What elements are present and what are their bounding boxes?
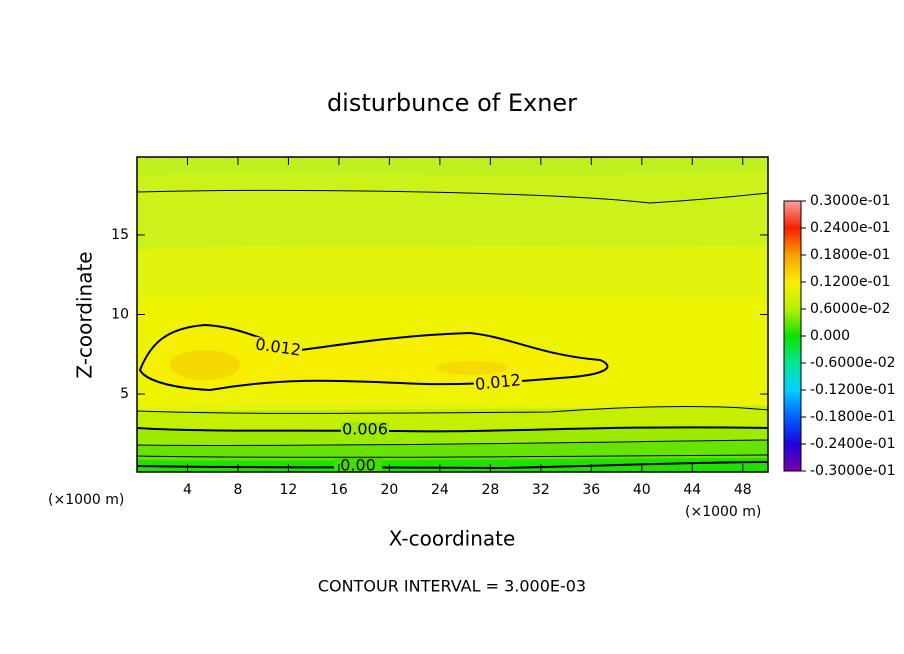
colorbar-label: 0.3000e-01 — [810, 193, 890, 209]
colorbar-label: 0.1800e-01 — [810, 247, 890, 263]
contour-line — [137, 461, 768, 470]
colorbar-label: -0.1200e-01 — [810, 382, 896, 398]
colorbar-label: -0.2400e-01 — [810, 436, 896, 452]
colorbar — [783, 200, 802, 472]
colorbar-label: 0.2400e-01 — [810, 220, 890, 236]
x-tick-label: 28 — [481, 482, 499, 498]
contour-label: 0.006 — [342, 420, 388, 439]
colorbar-label: -0.3000e-01 — [810, 463, 896, 479]
y-axis-label: Z-coordinate — [73, 251, 97, 378]
field — [137, 157, 768, 472]
contour-label-bg — [341, 422, 389, 438]
x-tick-label: 4 — [183, 482, 192, 498]
x-tick-label: 48 — [734, 482, 752, 498]
contour-label-bg — [334, 458, 382, 472]
x-tick-label: 20 — [380, 482, 398, 498]
x-tick-label: 44 — [683, 482, 701, 498]
x-tick-label: 8 — [233, 482, 242, 498]
x-tick-label: 16 — [330, 482, 348, 498]
y-tick-label: 10 — [111, 307, 129, 323]
x-unit: (×1000 m) — [48, 492, 124, 508]
contour-label: 0.012 — [474, 370, 522, 394]
contour-label-bg — [253, 336, 303, 360]
x-unit: (×1000 m) — [685, 504, 761, 520]
x-tick-label: 40 — [633, 482, 651, 498]
y-tick-label: 5 — [120, 386, 129, 402]
x-tick-label: 36 — [582, 482, 600, 498]
colorbar-label: -0.1800e-01 — [810, 409, 896, 425]
y-tick-label: 15 — [111, 227, 129, 243]
contour-label-bg — [473, 372, 523, 394]
colorbar-label: 0.1200e-01 — [810, 274, 890, 290]
x-tick-label: 32 — [532, 482, 550, 498]
colorbar-label: -0.6000e-02 — [810, 355, 896, 371]
colorbar-label: 0.000 — [810, 328, 850, 344]
contour-line — [137, 426, 768, 433]
contour-label: 0.00 — [340, 456, 376, 475]
chart-title: disturbunce of Exner — [327, 89, 577, 117]
x-tick-label: 12 — [280, 482, 298, 498]
contour-line — [138, 323, 609, 392]
colorbar-label: 0.6000e-02 — [810, 301, 890, 317]
x-tick-label: 24 — [431, 482, 449, 498]
footnote: CONTOUR INTERVAL = 3.000E-03 — [318, 577, 586, 596]
x-axis-label: X-coordinate — [389, 527, 516, 551]
